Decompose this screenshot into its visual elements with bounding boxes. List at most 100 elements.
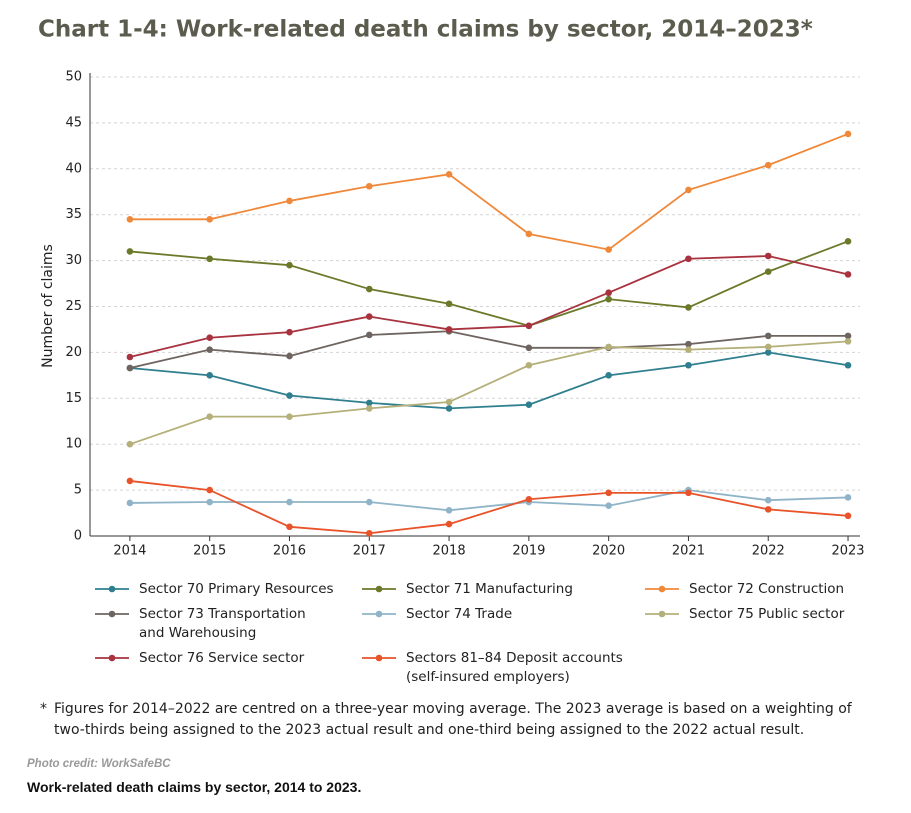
- legend: Sector 70 Primary Resources Sector 71 Man…: [95, 580, 875, 687]
- data-point: [685, 346, 692, 353]
- y-tick-label: 20: [65, 345, 82, 360]
- legend-item: Sectors 81–84 Deposit accounts (self-ins…: [362, 649, 645, 687]
- legend-label: Sector 74 Trade: [406, 606, 513, 622]
- x-tick-label: 2021: [672, 544, 705, 559]
- data-point: [685, 361, 692, 369]
- data-point: [365, 529, 373, 537]
- data-point: [206, 255, 213, 263]
- legend-swatch: [362, 585, 396, 593]
- data-point: [365, 313, 373, 320]
- data-point: [605, 502, 612, 510]
- footnote: * Figures for 2014–2022 are centred on a …: [40, 699, 870, 741]
- data-point: [365, 182, 373, 190]
- x-tick-label: 2023: [831, 544, 864, 559]
- data-point: [126, 440, 134, 448]
- legend-item: Sector 74 Trade: [362, 605, 645, 643]
- data-point: [844, 271, 852, 278]
- data-point: [844, 338, 852, 345]
- data-point: [365, 331, 373, 339]
- legend-swatch: [362, 610, 396, 618]
- data-point: [764, 506, 772, 513]
- data-point: [605, 246, 612, 253]
- data-point: [206, 215, 213, 223]
- data-point: [206, 498, 213, 506]
- x-tick-label: 2017: [353, 544, 386, 559]
- x-tick-label: 2018: [433, 544, 466, 559]
- legend-swatch: [645, 610, 679, 618]
- data-point: [844, 361, 852, 369]
- legend-label: Sector 75 Public sector: [689, 606, 845, 622]
- data-point: [844, 130, 852, 138]
- data-point: [206, 346, 213, 353]
- data-point: [206, 413, 213, 420]
- data-point: [525, 230, 533, 238]
- footnote-text: Figures for 2014–2022 are centred on a t…: [54, 701, 852, 738]
- y-tick-label: 30: [65, 253, 82, 268]
- data-point: [605, 489, 612, 497]
- legend-label: Sector 70 Primary Resources: [139, 581, 334, 597]
- data-point: [445, 520, 453, 528]
- legend-swatch: [95, 654, 129, 662]
- data-point: [365, 399, 373, 407]
- data-point: [286, 261, 293, 269]
- data-point: [365, 285, 373, 293]
- series-line: [129, 480, 849, 535]
- data-point: [844, 238, 852, 245]
- legend-swatch-dot: [375, 585, 383, 593]
- data-point: [286, 328, 293, 336]
- data-point: [605, 289, 612, 297]
- data-point: [286, 197, 293, 205]
- legend-label: Sector 71 Manufacturing: [406, 581, 573, 597]
- y-tick-label: 25: [65, 299, 82, 314]
- data-point: [286, 392, 293, 399]
- data-point: [844, 332, 852, 340]
- series-line: [129, 240, 849, 327]
- legend-swatch-dot: [375, 654, 383, 662]
- data-point: [525, 322, 533, 330]
- legend-item: Sector 73 Transportation and Warehousing: [95, 605, 362, 643]
- legend-swatch-dot: [658, 610, 666, 618]
- data-point: [206, 372, 213, 379]
- legend-item: Sector 72 Construction: [645, 580, 875, 599]
- data-point: [764, 332, 772, 340]
- data-point: [685, 186, 692, 194]
- data-point: [764, 268, 772, 275]
- data-point: [445, 405, 453, 412]
- legend-label: Sector 73 Transportation and Warehousing: [139, 606, 306, 641]
- data-point: [286, 413, 293, 420]
- x-tick-label: 2020: [592, 544, 625, 559]
- legend-swatch: [645, 585, 679, 593]
- x-tick-label: 2014: [113, 544, 146, 559]
- x-tick-label: 2022: [752, 544, 785, 559]
- data-point: [764, 252, 772, 260]
- legend-label: Sector 72 Construction: [689, 581, 845, 597]
- data-point: [445, 300, 453, 308]
- data-point: [605, 372, 612, 379]
- data-point: [525, 401, 533, 409]
- caption: Work-related death claims by sector, 201…: [27, 779, 362, 795]
- series-line: [129, 489, 849, 512]
- data-point: [445, 398, 453, 406]
- legend-item: Sector 76 Service sector: [95, 649, 362, 687]
- photo-credit: Photo credit: WorkSafeBC: [27, 758, 171, 770]
- data-point: [365, 405, 373, 412]
- series-line: [129, 330, 849, 369]
- legend-swatch-dot: [108, 654, 116, 662]
- y-tick-label: 45: [65, 115, 82, 130]
- data-point: [844, 512, 852, 520]
- data-point: [764, 496, 772, 504]
- data-point: [685, 304, 692, 311]
- y-tick-label: 5: [74, 483, 82, 498]
- y-tick-label: 35: [65, 207, 82, 222]
- legend-item: Sector 70 Primary Resources: [95, 580, 362, 599]
- data-point: [605, 343, 612, 351]
- data-point: [445, 506, 453, 514]
- legend-label: Sector 76 Service sector: [139, 650, 305, 666]
- legend-item: Sector 71 Manufacturing: [362, 580, 645, 599]
- data-point: [126, 499, 134, 507]
- data-point: [445, 326, 453, 333]
- footnote-mark: *: [40, 701, 47, 717]
- y-tick-label: 0: [74, 529, 82, 544]
- y-tick-label: 15: [65, 391, 82, 406]
- x-tick-label: 2019: [512, 544, 545, 559]
